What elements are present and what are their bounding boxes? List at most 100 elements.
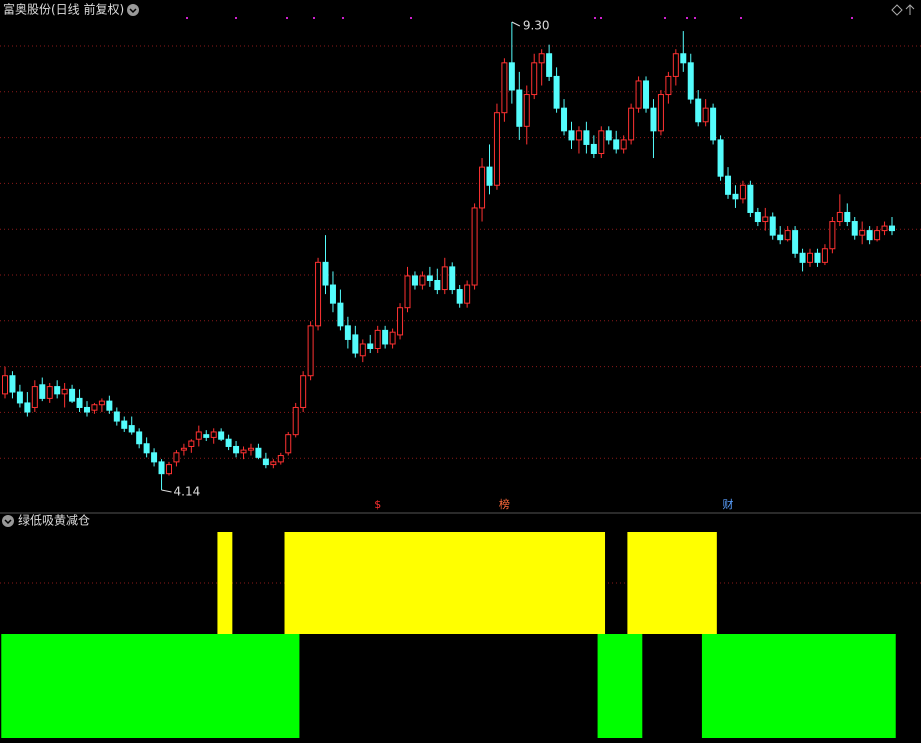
- candle-body: [441, 266, 448, 291]
- candle-body: [16, 391, 23, 404]
- marker-dot: [851, 17, 853, 19]
- candle-body: [382, 329, 389, 345]
- marker-dot: [694, 17, 696, 19]
- max-label: 9.30: [523, 19, 550, 33]
- diamond-icon[interactable]: [891, 4, 903, 16]
- candle-body: [180, 447, 187, 451]
- marker-dot: [186, 17, 188, 19]
- candle-body: [449, 266, 456, 291]
- candle-body: [665, 75, 672, 96]
- candle-body: [411, 275, 418, 286]
- candle-body: [575, 130, 582, 141]
- yellow-block: [627, 532, 717, 634]
- marker-dot: [740, 17, 742, 19]
- candle-body: [113, 411, 120, 422]
- candle-body: [471, 207, 478, 286]
- candle-body: [508, 62, 515, 91]
- marker-dot: [313, 17, 315, 19]
- chevron: [129, 8, 137, 14]
- toggle-icon[interactable]: [2, 515, 14, 527]
- candle-body: [329, 284, 336, 304]
- candle-body: [255, 447, 262, 458]
- candle-body: [635, 80, 642, 109]
- toggle-icon[interactable]: [127, 4, 139, 16]
- candle-body: [769, 216, 776, 236]
- chart-title: 富奥股份(日线 前复权): [3, 2, 124, 17]
- candle-body: [844, 211, 851, 223]
- marker-dot: [286, 17, 288, 19]
- candle-body: [165, 464, 172, 475]
- event-marker: 财: [723, 497, 734, 511]
- candle-body: [322, 261, 329, 286]
- candle-body: [292, 406, 299, 436]
- arrow-icon[interactable]: [905, 4, 915, 15]
- candle-body: [754, 211, 761, 223]
- candle-body: [434, 279, 441, 291]
- candle-body: [426, 275, 433, 281]
- candle-body: [143, 443, 150, 454]
- candle-body: [307, 325, 314, 377]
- candle-body: [680, 53, 687, 64]
- event-marker: $: [374, 498, 381, 511]
- candle-body: [233, 445, 240, 454]
- candle-body: [9, 375, 16, 393]
- candle-body: [210, 431, 217, 438]
- candle-body: [672, 53, 679, 77]
- candle-body: [39, 384, 46, 399]
- candle-body: [419, 275, 426, 286]
- candle-body: [270, 461, 277, 466]
- candle-body: [195, 431, 202, 440]
- candle-body: [747, 184, 754, 213]
- candle-body: [739, 184, 746, 200]
- candle-body: [493, 112, 500, 186]
- marker-dot: [664, 17, 666, 19]
- candle-body: [98, 400, 105, 406]
- candle-body: [561, 107, 568, 132]
- indicator-toggle[interactable]: [2, 515, 14, 527]
- candle-body: [486, 166, 493, 186]
- candle-body: [158, 461, 165, 475]
- candle-body: [240, 449, 247, 454]
- candle-body: [762, 216, 769, 223]
- candle-body: [404, 275, 411, 309]
- candle-body: [479, 166, 486, 209]
- green-block: [701, 634, 896, 738]
- candle-body: [590, 143, 597, 155]
- candle-body: [881, 225, 888, 232]
- candle-body: [725, 175, 732, 195]
- candle-body: [247, 447, 254, 451]
- candle-body: [300, 375, 307, 408]
- marker-dot: [235, 17, 237, 19]
- candle-body: [717, 139, 724, 177]
- candle-body: [702, 107, 709, 123]
- candle-body: [605, 130, 612, 141]
- candle-body: [613, 139, 620, 150]
- candle-body: [121, 420, 128, 429]
- candle-body: [285, 434, 292, 454]
- candle-body: [568, 130, 575, 141]
- candle-body: [359, 343, 366, 357]
- candle-body: [620, 139, 627, 150]
- candle-body: [218, 431, 225, 440]
- candle-body: [628, 107, 635, 141]
- candle-body: [538, 53, 545, 64]
- candle-body: [397, 307, 404, 336]
- candle-body: [83, 406, 90, 413]
- candle-body: [516, 89, 523, 127]
- candle-body: [784, 230, 791, 241]
- candle-body: [188, 440, 195, 447]
- candle-body: [687, 62, 694, 100]
- candle-body: [643, 80, 650, 109]
- title-toggle[interactable]: [127, 4, 139, 16]
- candle-body: [61, 388, 68, 395]
- green-block: [597, 634, 643, 738]
- candle-body: [807, 252, 814, 263]
- candle-body: [583, 130, 590, 145]
- marker-dot: [594, 17, 596, 19]
- candle-body: [91, 404, 98, 411]
- candle-body: [799, 252, 806, 263]
- candle-body: [874, 230, 881, 241]
- candle-body: [46, 386, 53, 399]
- green-block: [1, 634, 300, 738]
- candle-body: [464, 284, 471, 304]
